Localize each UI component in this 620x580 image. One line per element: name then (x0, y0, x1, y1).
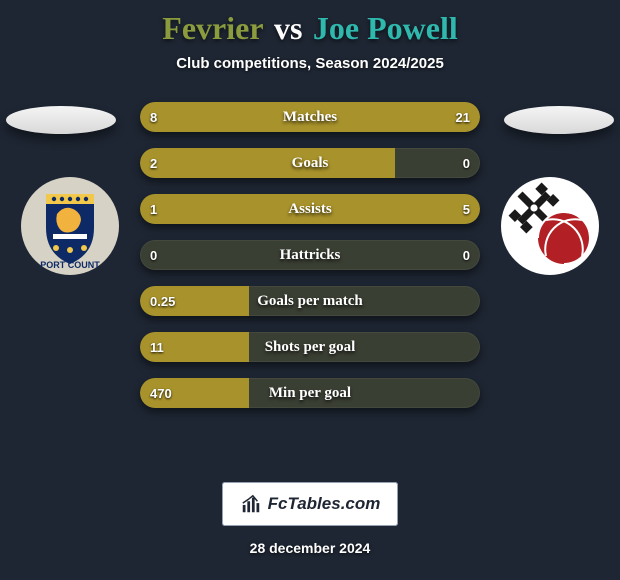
shield-crest-icon: PORT COUNT (20, 176, 120, 276)
bar-label: Min per goal (140, 378, 480, 408)
mill-ball-crest-icon (500, 176, 600, 276)
vs-text: vs (274, 10, 302, 46)
player1-name: Fevrier (162, 10, 263, 46)
stat-bar: 470Min per goal (140, 378, 480, 408)
comparison-stage: PORT COUNT (0, 96, 620, 476)
football-icon (538, 212, 590, 264)
stat-bar: 11Shots per goal (140, 332, 480, 362)
chip-left (6, 106, 116, 134)
bar-label: Assists (140, 194, 480, 224)
bar-label: Matches (140, 102, 480, 132)
crest-left: PORT COUNT (20, 176, 120, 276)
bars-container: 821Matches 20Goals 15Assists 00Hattricks 0.2… (140, 102, 480, 424)
bar-label: Goals (140, 148, 480, 178)
title-row: Fevrier vs Joe Powell (0, 0, 620, 47)
date-text: 28 december 2024 (0, 540, 620, 556)
watermark-text: FcTables.com (268, 494, 381, 514)
stat-bar: 821Matches (140, 102, 480, 132)
chart-bars-icon (240, 493, 262, 515)
bar-label: Hattricks (140, 240, 480, 270)
player2-name: Joe Powell (313, 10, 458, 46)
crest-right (500, 176, 600, 276)
stat-bar: 20Goals (140, 148, 480, 178)
watermark[interactable]: FcTables.com (222, 482, 398, 526)
subtitle: Club competitions, Season 2024/2025 (0, 55, 620, 72)
stat-bar: 15Assists (140, 194, 480, 224)
bar-label: Shots per goal (140, 332, 480, 362)
stat-bar: 0.25Goals per match (140, 286, 480, 316)
bar-label: Goals per match (140, 286, 480, 316)
chip-right (504, 106, 614, 134)
stat-bar: 00Hattricks (140, 240, 480, 270)
